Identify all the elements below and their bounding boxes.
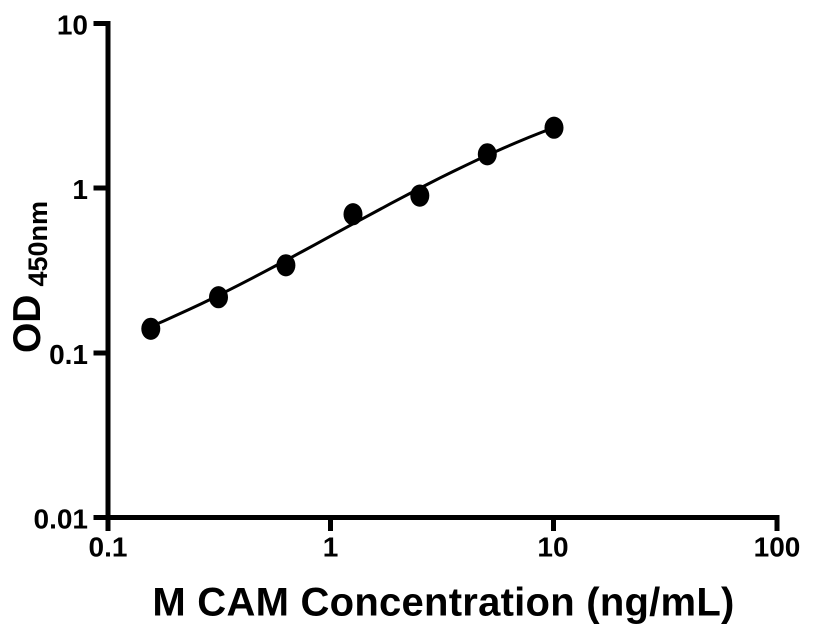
- svg-text:10: 10: [57, 10, 88, 41]
- svg-text:1: 1: [72, 174, 88, 205]
- svg-text:1: 1: [323, 532, 339, 563]
- svg-text:100: 100: [754, 532, 801, 563]
- svg-text:0.1: 0.1: [89, 532, 128, 563]
- svg-text:0.01: 0.01: [34, 504, 89, 535]
- svg-text:M CAM Concentration (ng/mL): M CAM Concentration (ng/mL): [152, 581, 734, 625]
- svg-text:10: 10: [537, 532, 568, 563]
- svg-text:0.1: 0.1: [49, 339, 88, 370]
